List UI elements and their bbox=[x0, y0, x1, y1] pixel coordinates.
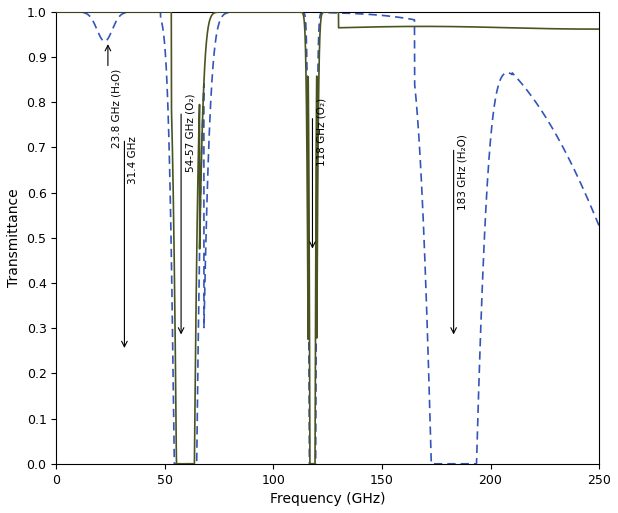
Y-axis label: Transmittance: Transmittance bbox=[7, 189, 21, 287]
Text: 31.4 GHz: 31.4 GHz bbox=[128, 136, 138, 184]
Text: 183 GHz (H₂O): 183 GHz (H₂O) bbox=[458, 134, 468, 210]
Text: 54-57 GHz (O₂): 54-57 GHz (O₂) bbox=[185, 93, 195, 172]
Text: 118 GHz (O₂): 118 GHz (O₂) bbox=[317, 98, 327, 166]
Text: 23.8 GHz (H₂O): 23.8 GHz (H₂O) bbox=[112, 68, 122, 148]
X-axis label: Frequency (GHz): Frequency (GHz) bbox=[270, 492, 386, 506]
